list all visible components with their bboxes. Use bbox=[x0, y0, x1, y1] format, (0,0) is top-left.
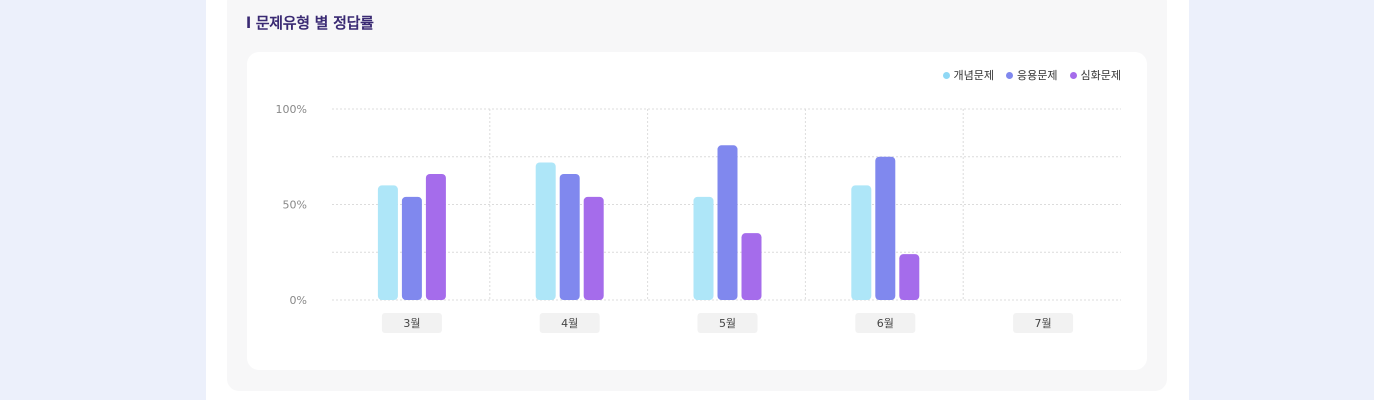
bar bbox=[875, 156, 896, 300]
x-tick-label: 4월 bbox=[561, 317, 578, 330]
y-tick-label: 50% bbox=[283, 199, 307, 212]
bar bbox=[425, 173, 446, 300]
legend-item-advanced: 심화문제 bbox=[1069, 67, 1121, 83]
legend-dot-icon bbox=[942, 71, 950, 79]
bar bbox=[851, 185, 872, 300]
x-tick-label: 3월 bbox=[403, 317, 420, 330]
x-tick-pill bbox=[381, 313, 442, 333]
bar bbox=[401, 196, 422, 300]
bar bbox=[693, 196, 714, 300]
x-tick-pill bbox=[539, 313, 600, 333]
chart-card: 개념문제 응용문제 심화문제 100% 50% 0% 3월 4월 5월 6월 7월 bbox=[247, 52, 1147, 370]
legend-item-applied: 응용문제 bbox=[1006, 67, 1058, 83]
legend-dot-icon bbox=[1006, 71, 1014, 79]
legend-dot-icon bbox=[1069, 71, 1077, 79]
legend-label: 심화문제 bbox=[1080, 69, 1121, 82]
bar bbox=[583, 196, 604, 300]
bar bbox=[559, 173, 580, 300]
x-tick-label: 6월 bbox=[877, 317, 894, 330]
legend-label: 개념문제 bbox=[953, 69, 995, 82]
x-tick-pill bbox=[855, 313, 916, 333]
page-content: l 문제유형 별 정답률 개념문제 응용문제 심화문제 100% 50% 0% 3월 4… bbox=[206, 0, 1189, 400]
bar bbox=[535, 162, 556, 300]
accuracy-by-type-section: l 문제유형 별 정답률 개념문제 응용문제 심화문제 100% 50% 0% 3월 4… bbox=[227, 0, 1167, 391]
legend-label: 응용문제 bbox=[1017, 69, 1058, 82]
x-tick-label: 5월 bbox=[719, 317, 736, 330]
bar bbox=[741, 233, 762, 300]
bar bbox=[377, 185, 398, 300]
legend-item-concept: 개념문제 bbox=[942, 67, 995, 83]
x-tick-pill bbox=[697, 313, 758, 333]
y-tick-label: 0% bbox=[290, 294, 307, 307]
chart-legend: 개념문제 응용문제 심화문제 bbox=[942, 67, 1121, 83]
section-title: l 문제유형 별 정답률 bbox=[246, 14, 374, 32]
bar bbox=[717, 145, 738, 300]
bar bbox=[899, 254, 920, 300]
x-tick-label: 7월 bbox=[1035, 317, 1052, 330]
y-tick-label: 100% bbox=[276, 103, 307, 116]
bar-chart: 100% 50% 0% 3월 4월 5월 6월 7월 bbox=[276, 103, 1121, 333]
x-tick-pill bbox=[1013, 313, 1074, 333]
